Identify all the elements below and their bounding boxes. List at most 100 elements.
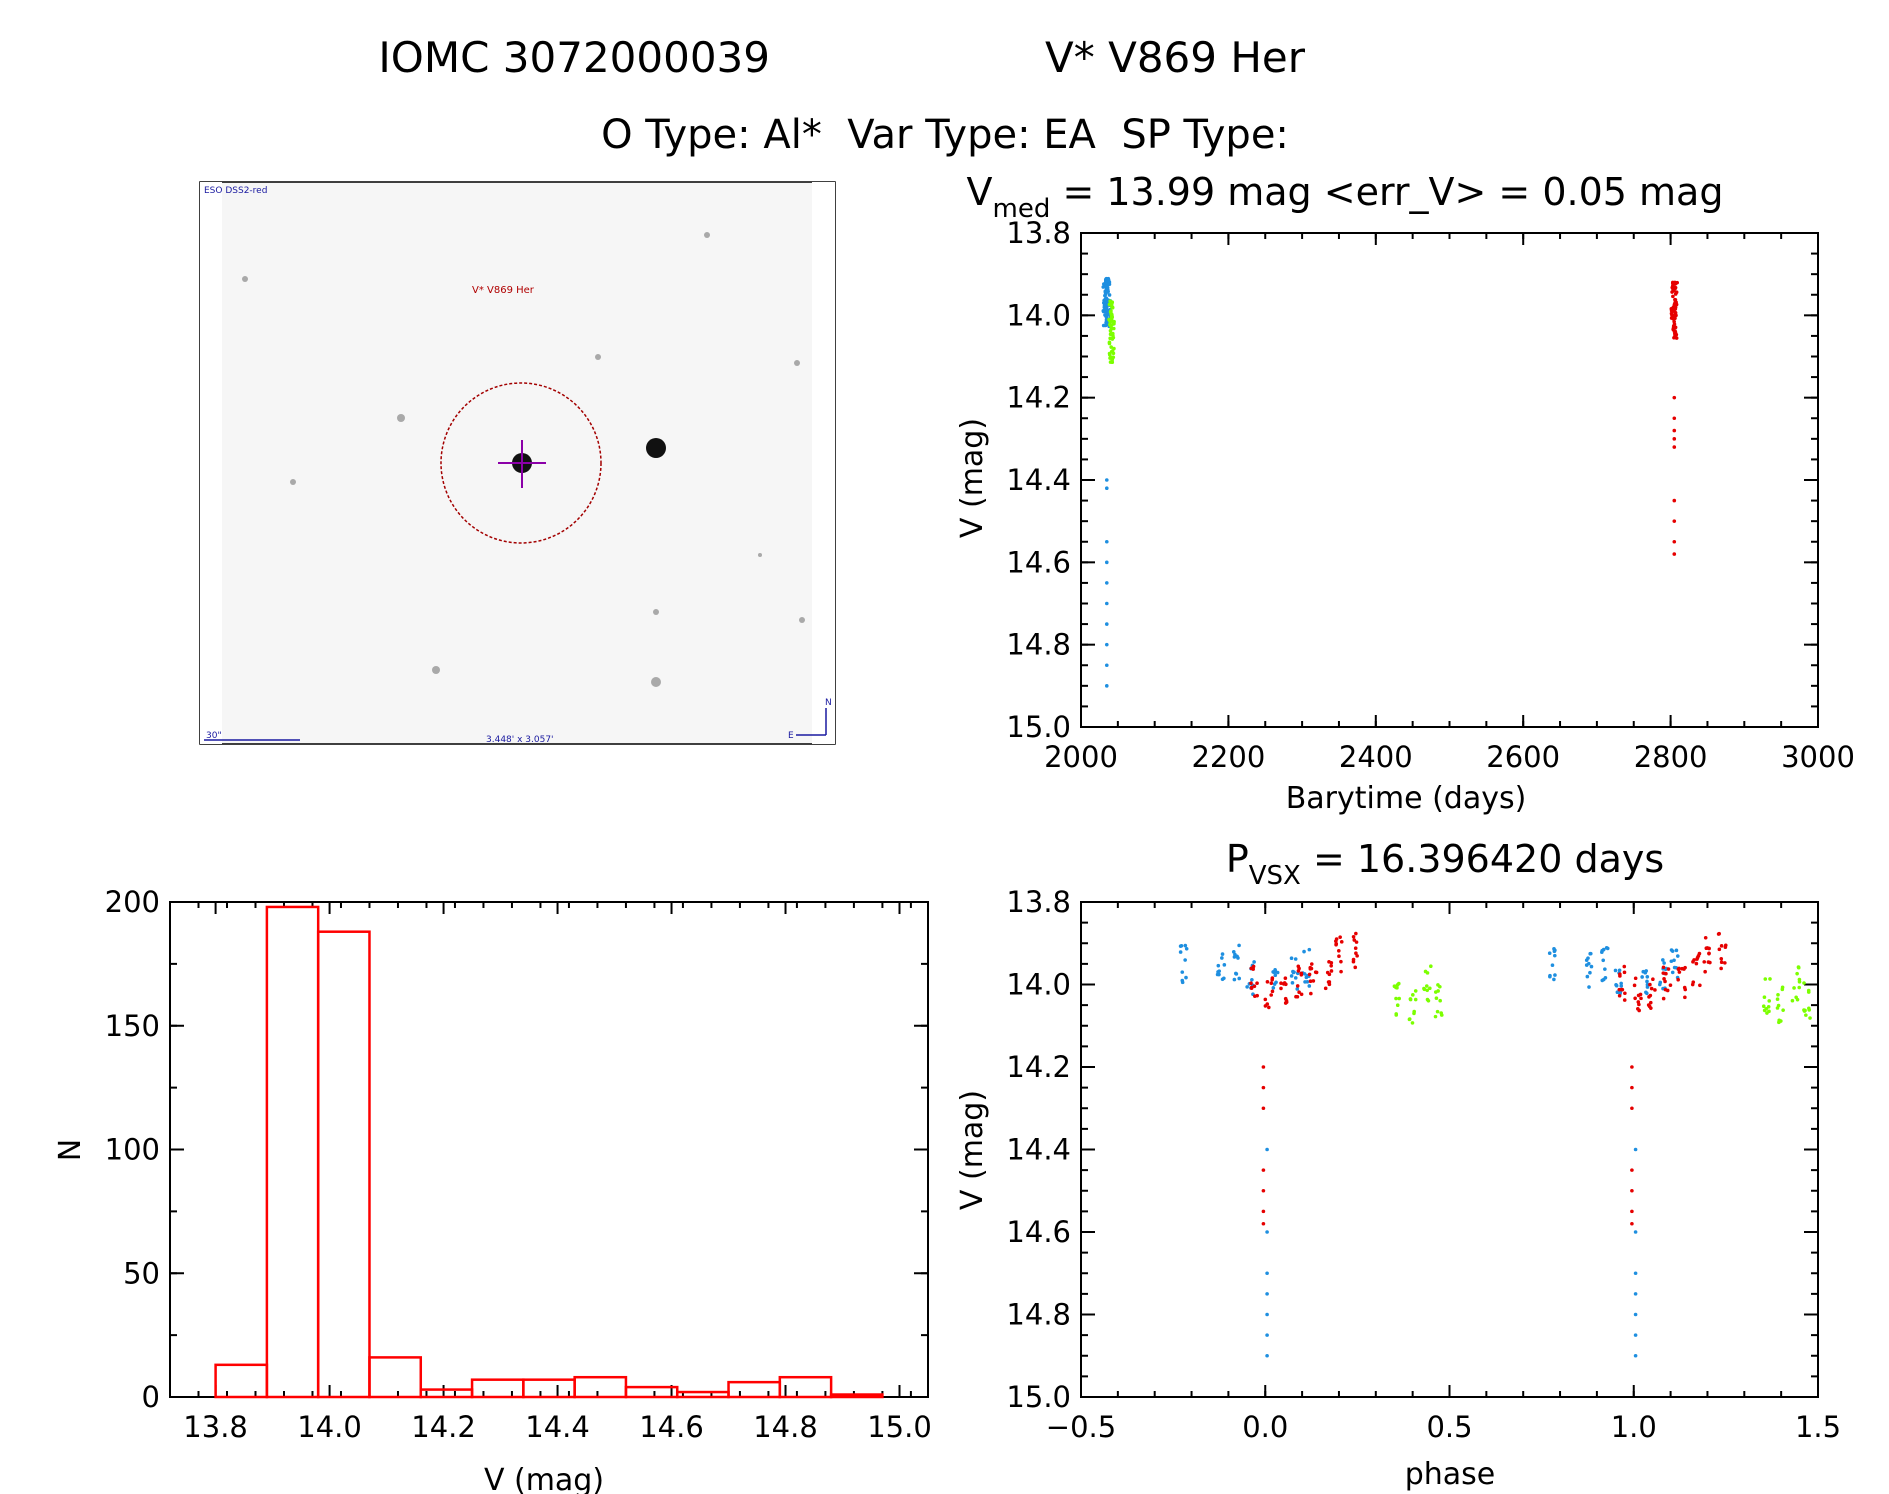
lc-xtick-label: 2000 (1044, 740, 1118, 774)
ph-point-blue (1180, 970, 1185, 974)
ph-point-blue (1613, 968, 1618, 973)
hist-xtick-label: 14.6 (639, 1410, 704, 1444)
lc-point-red (1674, 313, 1678, 318)
ph-point-blue (1661, 958, 1665, 962)
ph-point-red (1633, 976, 1638, 981)
ph-point-green (1780, 985, 1785, 990)
ph-point-red (1354, 931, 1358, 936)
ph-point-blue (1588, 970, 1592, 975)
lc-xtick-label: 2200 (1191, 740, 1265, 774)
ph-point-red (1337, 954, 1341, 958)
ph-point-blue (1675, 954, 1680, 958)
lightcurve-title: Vmed = 13.99 mag <err_V> = 0.05 mag (967, 170, 1724, 224)
ph-point-red (1308, 979, 1313, 984)
ph-point-green (1763, 977, 1768, 981)
ph-point-red (1707, 951, 1711, 956)
hist-bar (522, 1378, 576, 1399)
ph-point-red (1283, 976, 1288, 981)
ph-point-red (1719, 956, 1724, 961)
ph-point-red (1682, 967, 1686, 971)
ph-point-green (1761, 1004, 1766, 1009)
ph-point-blue (1272, 982, 1277, 986)
ph-point-red (1630, 1085, 1634, 1090)
lc-point-red (1671, 294, 1675, 299)
ph-point-red (1683, 995, 1687, 1000)
ph-point-red (1705, 946, 1710, 950)
ph-point-red (1261, 1085, 1266, 1090)
ph-point-red (1719, 960, 1724, 965)
ph-point-green (1426, 999, 1431, 1003)
ph-point-green (1762, 995, 1767, 1000)
lc-point-blue (1104, 622, 1109, 626)
ph-point-red (1311, 979, 1316, 983)
ph-point-red (1691, 960, 1695, 964)
hist-frame (169, 901, 929, 1398)
ph-point-blue (1662, 961, 1666, 965)
ph-point-green (1392, 984, 1397, 989)
ph-point-blue (1643, 970, 1648, 975)
field-star (595, 354, 601, 360)
ph-point-red (1630, 1065, 1634, 1069)
neighbor-star (646, 438, 666, 458)
ph-point-red (1263, 1004, 1268, 1008)
histogram-xlabel: V (mag) (484, 1463, 604, 1494)
lc-frame (1080, 232, 1819, 728)
ph-point-blue (1584, 958, 1589, 963)
ph-point-red (1648, 982, 1652, 987)
ph-point-green (1394, 996, 1398, 1001)
ph-point-red (1270, 989, 1275, 994)
hist-bar (214, 1363, 269, 1399)
ph-point-red (1661, 965, 1666, 970)
ph-point-red (1295, 984, 1300, 988)
ph-point-blue (1220, 952, 1225, 956)
lc-point-blue (1106, 279, 1111, 283)
lc-point-green (1110, 313, 1114, 317)
lc-point-green (1109, 309, 1113, 313)
ph-point-red (1622, 998, 1627, 1002)
ph-point-blue (1552, 949, 1557, 954)
ph-point-green (1764, 1006, 1769, 1011)
lc-point-blue (1104, 684, 1109, 688)
ph-ytick-label: 15.0 (1006, 1380, 1071, 1414)
phased-ylabel: V (mag) (955, 1090, 990, 1210)
ph-point-red (1648, 1000, 1653, 1005)
lc-point-green (1107, 341, 1112, 346)
ph-point-green (1766, 1005, 1771, 1009)
field-star (704, 232, 710, 238)
ph-point-blue (1548, 973, 1552, 978)
ph-point-blue (1589, 964, 1594, 969)
ph-point-red (1719, 944, 1724, 948)
hist-bar (265, 905, 320, 1399)
lc-ytick-label: 14.6 (1006, 545, 1071, 579)
lc-ytick-label: 14.0 (1006, 298, 1071, 332)
ph-point-red (1261, 1106, 1266, 1111)
hist-bar (727, 1380, 782, 1399)
ph-point-blue (1601, 977, 1606, 982)
ph-xtick-label: 1.5 (1795, 1410, 1841, 1444)
ph-point-green (1777, 1018, 1781, 1023)
ph-point-red (1353, 965, 1358, 970)
ph-point-red (1252, 984, 1257, 989)
lc-point-red (1672, 552, 1677, 556)
ph-point-red (1717, 931, 1721, 936)
ph-point-blue (1293, 976, 1298, 980)
fov-label: 3.448' x 3.057' (486, 735, 554, 745)
ph-point-red (1682, 985, 1687, 990)
ph-point-green (1413, 989, 1418, 993)
ph-point-red (1327, 980, 1332, 984)
ph-point-red (1263, 997, 1268, 1002)
field-star (794, 360, 800, 366)
ph-ytick-label: 14.0 (1006, 968, 1071, 1002)
ph-point-blue (1670, 970, 1675, 975)
ph-point-red (1677, 970, 1682, 974)
ph-point-red (1651, 977, 1655, 981)
ph-point-red (1351, 935, 1356, 939)
ph-point-green (1796, 965, 1801, 969)
lc-point-green (1108, 353, 1112, 357)
ph-point-red (1695, 957, 1699, 961)
ph-point-blue (1265, 1271, 1269, 1276)
ph-point-green (1410, 1021, 1415, 1025)
ph-point-red (1261, 1221, 1266, 1226)
ph-point-green (1397, 996, 1402, 1001)
field-star (432, 666, 440, 674)
